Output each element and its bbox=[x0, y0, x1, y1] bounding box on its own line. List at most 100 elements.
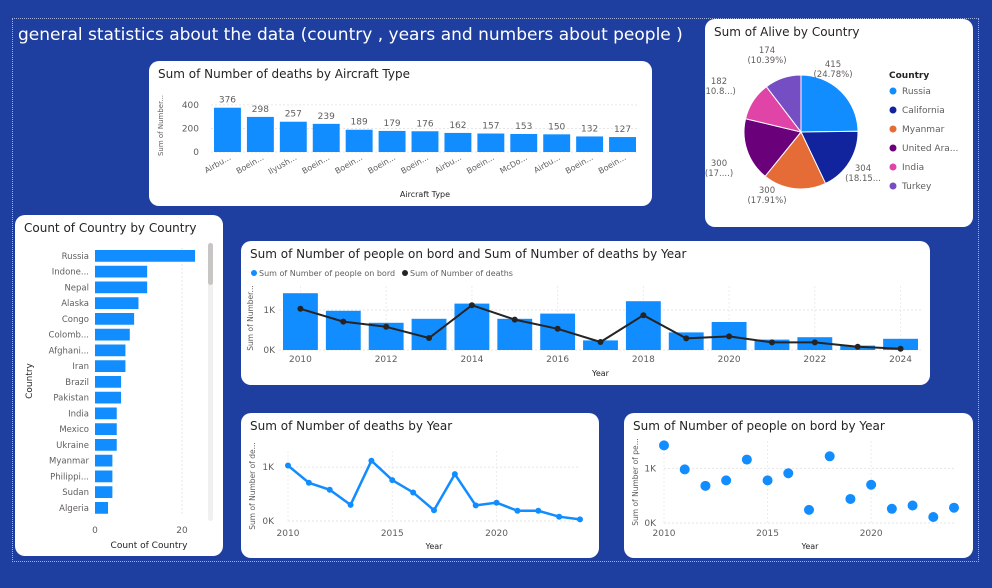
chart-card-count-by-country[interactable]: Count of Country by Country Russia Indone… bbox=[15, 215, 223, 556]
data-label: 298 bbox=[252, 105, 269, 115]
slice-pct-label: (10.8...) bbox=[705, 87, 736, 97]
y-tick-label: Pakistan bbox=[53, 394, 89, 404]
data-label: 132 bbox=[581, 124, 598, 134]
bar bbox=[95, 250, 195, 262]
x-tick-label: 2012 bbox=[375, 355, 398, 365]
line-point bbox=[326, 486, 333, 493]
y-tick-label: 1K bbox=[263, 306, 276, 316]
bar bbox=[95, 281, 148, 294]
y-tick-label: Philippi... bbox=[50, 472, 89, 482]
bar bbox=[95, 265, 148, 278]
x-tick-label: Airbu... bbox=[532, 153, 561, 175]
y-tick-label: India bbox=[68, 409, 89, 419]
bar bbox=[325, 310, 361, 350]
pie-slice bbox=[764, 131, 827, 190]
bar bbox=[345, 129, 373, 152]
y-axis-label: Sum of Number of de... bbox=[248, 442, 257, 529]
bar bbox=[95, 423, 117, 435]
legend-swatch bbox=[889, 125, 897, 133]
chart-title: Sum of Number of people on bord and Sum … bbox=[250, 247, 687, 261]
bar bbox=[95, 439, 117, 451]
deaths-by-year-chart: 0K 1K Sum of Number of de... 2010 2015 2020 Ye… bbox=[248, 442, 583, 551]
legend-entry: Sum of Number of deaths bbox=[410, 269, 513, 278]
x-tick-label: Boein... bbox=[366, 153, 397, 176]
x-tick-label: 0 bbox=[92, 526, 98, 536]
line-point bbox=[410, 489, 417, 496]
data-label: 150 bbox=[548, 122, 565, 132]
slice-value-label: 304 bbox=[855, 164, 871, 174]
line-point bbox=[640, 312, 647, 319]
chart-card-deaths-by-year[interactable]: Sum of Number of deaths by Year 0K 1K Sum … bbox=[241, 413, 599, 558]
line-point bbox=[368, 457, 375, 464]
line-point bbox=[854, 343, 861, 350]
chart-card-deaths-by-aircraft[interactable]: Sum of Number of deaths by Aircraft Type… bbox=[149, 61, 652, 206]
line-point bbox=[431, 507, 437, 514]
bar bbox=[95, 344, 126, 357]
data-label: 127 bbox=[614, 125, 631, 135]
data-label: 179 bbox=[383, 119, 400, 129]
x-tick-label: Ilyush... bbox=[267, 153, 299, 176]
scatter-point bbox=[679, 464, 690, 475]
y-tick-label: Sudan bbox=[62, 488, 89, 498]
count-by-country-chart: Russia Indone... Nepal Alaska Congo Colomb...… bbox=[25, 243, 213, 551]
data-label: 257 bbox=[285, 110, 302, 120]
bar bbox=[477, 133, 505, 152]
legend-title: Country bbox=[889, 71, 929, 81]
legend-entry: Turkey bbox=[901, 182, 932, 192]
bar bbox=[609, 137, 636, 152]
x-tick-label: Boein... bbox=[564, 153, 595, 176]
scatter-point bbox=[741, 454, 752, 465]
slice-value-label: 300 bbox=[711, 159, 727, 169]
data-label: 376 bbox=[219, 96, 236, 106]
chart-title: Sum of Number of people on bord by Year bbox=[633, 419, 885, 433]
x-axis-label: Count of Country bbox=[111, 541, 189, 551]
y-tick-label: 0K bbox=[262, 517, 275, 527]
x-tick-label: 2022 bbox=[803, 355, 826, 365]
slice-value-label: 174 bbox=[759, 46, 775, 56]
line-point bbox=[340, 318, 347, 325]
x-tick-label: McDo... bbox=[498, 153, 528, 176]
line-point bbox=[511, 316, 518, 323]
y-tick-label: Myanmar bbox=[49, 457, 89, 467]
bar bbox=[510, 133, 538, 152]
people-by-year-chart: 0K 1K Sum of Number of pe... 2010 2015 2020 Ye… bbox=[631, 438, 959, 551]
legend-swatch bbox=[889, 106, 897, 114]
alive-by-country-chart: 415(24.78%)304(18.15...300(17.91%)300(17… bbox=[705, 46, 958, 206]
bar bbox=[312, 123, 340, 152]
chart-card-alive-by-country[interactable]: Sum of Alive by Country 415 (24.78%) 304 (1… bbox=[705, 19, 973, 227]
x-tick-label: 2014 bbox=[460, 355, 483, 365]
bar bbox=[95, 360, 126, 372]
legend-swatch bbox=[402, 270, 408, 276]
line-point bbox=[683, 335, 690, 342]
y-tick-label: 400 bbox=[182, 101, 199, 111]
chart-card-people-by-year[interactable]: Sum of Number of people on bord by Year … bbox=[624, 413, 973, 558]
scatter-point bbox=[721, 475, 732, 486]
y-tick-label: Nepal bbox=[64, 283, 89, 293]
line-point bbox=[556, 513, 563, 520]
x-tick-label: 2024 bbox=[889, 355, 912, 365]
line-point bbox=[726, 333, 733, 340]
bar bbox=[444, 132, 472, 152]
slice-pct-label: (10.39%) bbox=[747, 56, 786, 66]
bar bbox=[95, 376, 122, 388]
chart-title: Sum of Number of deaths by Year bbox=[250, 419, 453, 433]
legend-entry: Russia bbox=[902, 87, 931, 97]
y-tick-label: Iran bbox=[72, 362, 89, 372]
scatter-point bbox=[866, 479, 877, 490]
bar bbox=[95, 328, 130, 341]
legend-entry: United Ara... bbox=[902, 144, 958, 154]
bar bbox=[95, 454, 113, 467]
scatter-point bbox=[700, 480, 711, 491]
bar bbox=[576, 136, 604, 152]
bar bbox=[411, 131, 439, 152]
x-tick-label: 2016 bbox=[546, 355, 569, 365]
x-tick-label: 2010 bbox=[653, 529, 676, 539]
line-point bbox=[451, 471, 458, 478]
y-axis-label: Sum of Number... bbox=[246, 285, 255, 350]
deaths-by-aircraft-chart: 0 200 400 Sum of Number... 376 Airbu... 298 Boe… bbox=[157, 95, 639, 199]
y-tick-label: Brazil bbox=[65, 378, 89, 388]
chart-card-people-and-deaths-by-year[interactable]: Sum of Number of people on bord and Sum … bbox=[241, 241, 930, 385]
line-point bbox=[426, 335, 433, 341]
x-axis-label: Year bbox=[801, 542, 820, 551]
bar bbox=[95, 470, 113, 483]
